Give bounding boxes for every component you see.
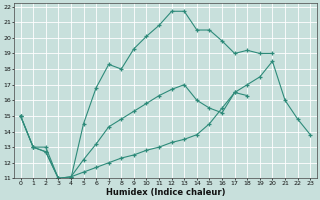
X-axis label: Humidex (Indice chaleur): Humidex (Indice chaleur)	[106, 188, 225, 197]
